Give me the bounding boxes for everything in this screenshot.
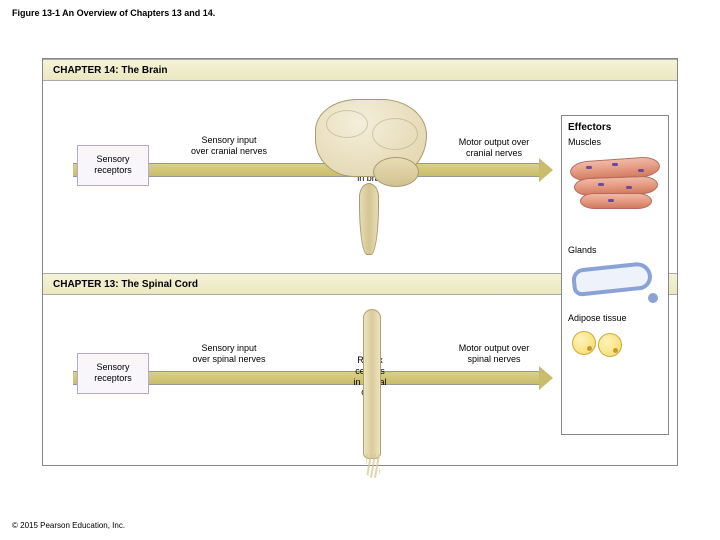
spinal-sensory-receptors-box: Sensory receptors xyxy=(77,353,149,394)
brainstem-icon xyxy=(359,183,379,255)
arrow-head-icon xyxy=(539,158,553,182)
spinal-sensory-receptors-label: Sensory receptors xyxy=(94,362,132,383)
brain-sensory-receptors-box: Sensory receptors xyxy=(77,145,149,186)
chapter14-bar: CHAPTER 14: The Brain xyxy=(43,59,677,81)
cerebellum-icon xyxy=(373,157,419,187)
spinal-cord-illustration xyxy=(363,309,381,459)
spinal-motor-output-label: Motor output over spinal nerves xyxy=(439,343,549,365)
adipose-illustration xyxy=(568,329,638,359)
muscle-illustration xyxy=(568,153,662,211)
arrow-head-icon xyxy=(539,366,553,390)
copyright-text: © 2015 Pearson Education, Inc. xyxy=(12,521,125,530)
brain-illustration xyxy=(311,95,431,265)
figure-title: Figure 13-1 An Overview of Chapters 13 a… xyxy=(12,8,215,18)
brain-motor-output-label: Motor output over cranial nerves xyxy=(439,137,549,159)
effectors-muscles-label: Muscles xyxy=(568,137,662,147)
chapter14-title: CHAPTER 14: The Brain xyxy=(53,65,167,76)
effectors-adipose-label: Adipose tissue xyxy=(568,313,662,323)
brain-sensory-input-label: Sensory input over cranial nerves xyxy=(177,135,281,157)
effectors-title: Effectors xyxy=(568,122,662,133)
gland-illustration xyxy=(568,261,658,303)
brain-sensory-receptors-label: Sensory receptors xyxy=(94,154,132,175)
spinal-sensory-input-label: Sensory input over spinal nerves xyxy=(177,343,281,365)
effectors-glands-label: Glands xyxy=(568,245,662,255)
chapter13-title: CHAPTER 13: The Spinal Cord xyxy=(53,279,198,290)
effectors-panel: Effectors Muscles Glands Adipose tissue xyxy=(561,115,669,435)
main-diagram-panel: CHAPTER 14: The Brain CHAPTER 13: The Sp… xyxy=(42,58,678,466)
